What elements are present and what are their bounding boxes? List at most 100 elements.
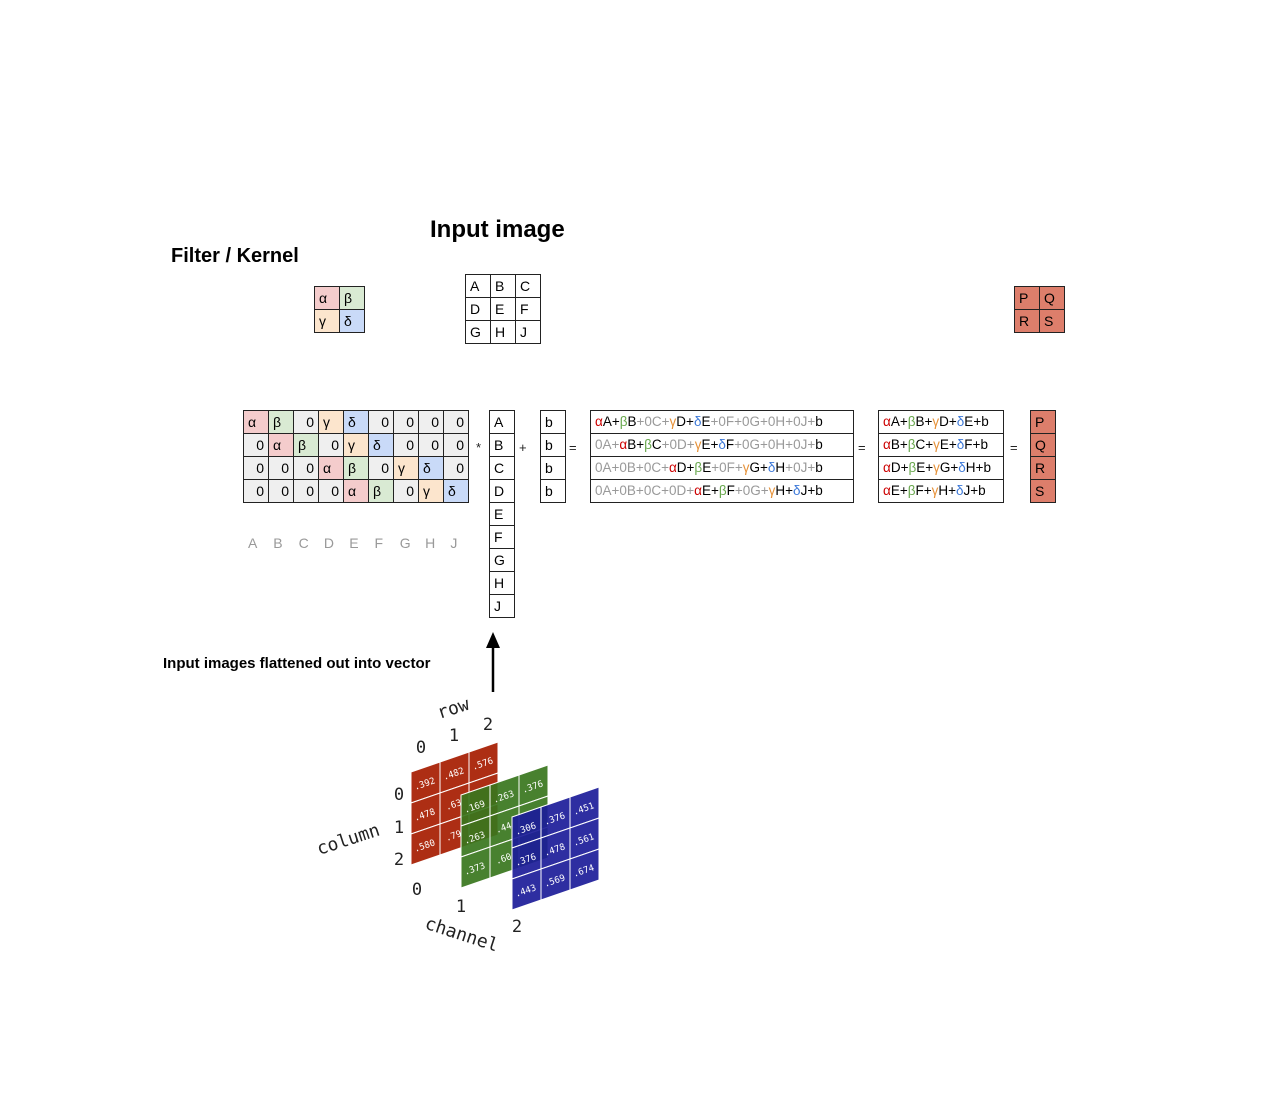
- row-tick: 0: [416, 738, 426, 758]
- weight-cell: 0: [318, 479, 344, 503]
- weight-cell: 0: [443, 410, 469, 434]
- output-vector-row: R: [1030, 456, 1056, 480]
- output-vector-cell: Q: [1030, 433, 1056, 457]
- simplified-expression-cell: αA+βB+γD+δE+b: [878, 410, 1004, 434]
- weight-cell: 0: [393, 433, 419, 457]
- bias-cell: b: [540, 433, 566, 457]
- input-image-cell: H: [490, 320, 516, 344]
- column-tick: 0: [394, 785, 404, 805]
- expression-term: b: [983, 460, 991, 475]
- weight-cell: δ: [343, 410, 369, 434]
- expression-term: δF: [718, 437, 735, 452]
- input-image-cell: G: [465, 320, 491, 344]
- weight-cell: 0: [418, 410, 444, 434]
- expression-term: 0B: [619, 483, 636, 498]
- kernel-cell: γ: [314, 309, 340, 333]
- expression-term: δH: [767, 460, 786, 475]
- simplified-expression-row: αD+βE+γG+δH+b: [878, 456, 1004, 480]
- expression-term: 0D: [669, 437, 687, 452]
- weight-cell: 0: [393, 410, 419, 434]
- flat-vector-row: F: [489, 525, 515, 549]
- expression-term: δJ: [956, 483, 971, 498]
- expression-term: b: [815, 414, 823, 429]
- expression-term: δJ: [793, 483, 808, 498]
- expression-term: αD: [668, 460, 687, 475]
- expression-term: 0G: [742, 437, 761, 452]
- simplified-expression-row: αA+βB+γD+δE+b: [878, 410, 1004, 434]
- output-vector-cell: R: [1030, 456, 1056, 480]
- expanded-expression-row: αA+βB+0C+γD+δE+0F+0G+0H+0J+b: [590, 410, 854, 434]
- weight-cell: 0: [243, 456, 269, 480]
- flat-vector-cell: H: [489, 571, 515, 595]
- expanded-expression-row: 0A+0B+0C+αD+βE+0F+γG+δH+0J+b: [590, 456, 854, 480]
- expression-term: γG: [933, 460, 951, 475]
- expression-term: δH: [958, 460, 976, 475]
- row-tick: 1: [449, 726, 459, 746]
- weight-column-header: E: [349, 535, 359, 551]
- flat-vector-cell: B: [489, 433, 515, 457]
- flat-vector-row: A: [489, 410, 515, 434]
- kernel-cell: α: [314, 286, 340, 310]
- weight-cell: δ: [418, 456, 444, 480]
- expression-term: αA: [595, 414, 612, 429]
- flat-vector-cell: F: [489, 525, 515, 549]
- weight-cell: 0: [368, 456, 394, 480]
- up-arrow-icon: [486, 632, 500, 692]
- output-image-cell: P: [1014, 286, 1040, 310]
- axis-row-label: row: [435, 694, 473, 724]
- weight-cell: γ: [343, 433, 369, 457]
- expression-term: 0A: [595, 460, 612, 475]
- expression-term: b: [815, 460, 823, 475]
- weight-cell: α: [343, 479, 369, 503]
- weight-cell: β: [368, 479, 394, 503]
- expression-term: δE: [693, 414, 711, 429]
- expanded-expression-cell: 0A+0B+0C+αD+βE+0F+γG+δH+0J+b: [590, 456, 854, 480]
- expression-term: γE: [694, 437, 711, 452]
- flatten-label: Input images flattened out into vector: [163, 655, 431, 672]
- bias-row: b: [540, 479, 566, 503]
- flat-vector-cell: J: [489, 594, 515, 618]
- axis-column-label: column: [314, 820, 382, 860]
- expression-term: 0G: [742, 414, 761, 429]
- weight-cell: γ: [418, 479, 444, 503]
- expression-term: 0C: [643, 460, 662, 475]
- output-image-cell: S: [1039, 309, 1065, 333]
- weight-cell: 0: [293, 410, 319, 434]
- column-tick: 2: [394, 850, 404, 870]
- channel-tick: 0: [412, 880, 422, 900]
- axis-channel-label: channel: [422, 913, 501, 956]
- kernel-cell: δ: [339, 309, 365, 333]
- expression-term: b: [815, 483, 823, 498]
- expanded-expression-cell: αA+βB+0C+γD+δE+0F+0G+0H+0J+b: [590, 410, 854, 434]
- expression-term: αA: [883, 414, 900, 429]
- expression-term: αB: [619, 437, 637, 452]
- expression-term: 0G: [742, 483, 761, 498]
- input-image-cell: F: [515, 297, 541, 321]
- weight-cell: 0: [318, 433, 344, 457]
- bias-cell: b: [540, 410, 566, 434]
- expression-term: b: [815, 437, 823, 452]
- output-vector-cell: S: [1030, 479, 1056, 503]
- expression-term: βC: [907, 437, 926, 452]
- weight-column-header: F: [374, 535, 384, 551]
- weight-cell: 0: [418, 433, 444, 457]
- channel-tick: 1: [456, 897, 466, 917]
- expanded-expression-cell: 0A+αB+βC+0D+γE+δF+0G+0H+0J+b: [590, 433, 854, 457]
- bias-row: b: [540, 433, 566, 457]
- input-image-cell: E: [490, 297, 516, 321]
- expression-term: 0D: [668, 483, 687, 498]
- output-image-cell: Q: [1039, 286, 1065, 310]
- output-image-cell: R: [1014, 309, 1040, 333]
- output-vector-cell: P: [1030, 410, 1056, 434]
- expression-term: βF: [907, 483, 924, 498]
- expression-term: αB: [883, 437, 900, 452]
- expression-term: 0C: [644, 414, 662, 429]
- expression-term: γD: [932, 414, 949, 429]
- weight-cell: β: [343, 456, 369, 480]
- simplified-expression-row: αB+βC+γE+δF+b: [878, 433, 1004, 457]
